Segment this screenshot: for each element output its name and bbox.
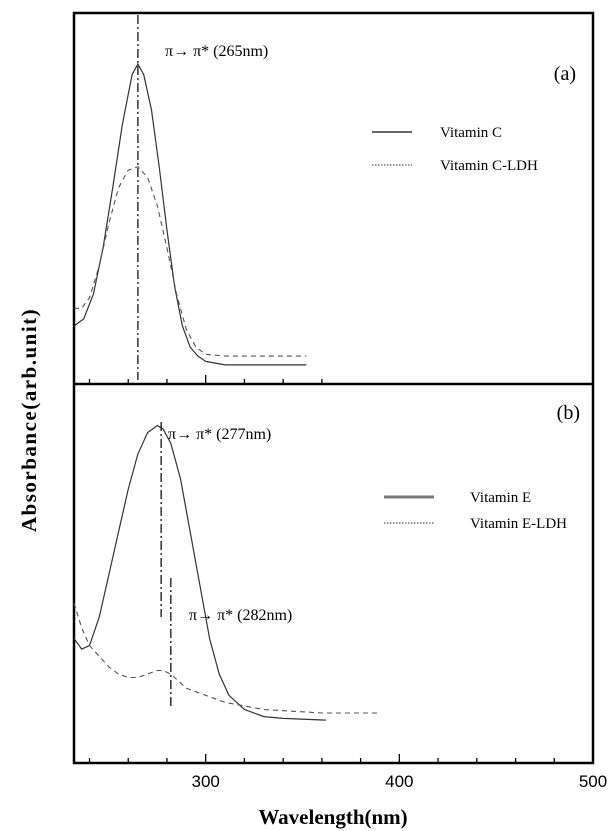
x-axis-ticks: 300 400 500 — [88, 375, 607, 791]
series-line-a-vitamin-c-ldh — [74, 166, 307, 357]
panel-b-label: (b) — [557, 402, 580, 424]
panel-a-label: (a) — [554, 63, 576, 85]
legend-panel-b: Vitamin E Vitamin E-LDH — [384, 490, 567, 532]
y-axis-title: Absorbance(arb.unit) — [17, 308, 41, 532]
annotation-a-265nm: π→ π* (265nm) — [165, 43, 268, 60]
legend-label-vitamin-c: Vitamin C — [440, 125, 502, 141]
x-tick-label-500: 500 — [579, 772, 607, 791]
x-tick-label-400: 400 — [385, 772, 413, 791]
series-line-b-vitamin-e-ldh — [73, 602, 380, 714]
x-tick-label-300: 300 — [191, 772, 219, 791]
series-line-b-vitamin-e — [73, 424, 326, 721]
annotation-markers — [137, 15, 172, 706]
series-line-a-vitamin-c — [73, 62, 307, 366]
annotation-b-282nm: π→ π* (282nm) — [189, 607, 292, 624]
plot-frame — [72, 11, 595, 765]
legend-label-vitamin-e-ldh: Vitamin E-LDH — [470, 516, 567, 532]
legend-panel-a: Vitamin C Vitamin C-LDH — [372, 125, 538, 174]
legend-label-vitamin-e: Vitamin E — [470, 490, 531, 506]
annotation-b-277nm: π→ π* (277nm) — [168, 426, 271, 443]
series-layer — [73, 62, 380, 721]
legend-label-vitamin-c-ldh: Vitamin C-LDH — [440, 158, 538, 174]
x-axis-title: Wavelength(nm) — [258, 805, 407, 829]
